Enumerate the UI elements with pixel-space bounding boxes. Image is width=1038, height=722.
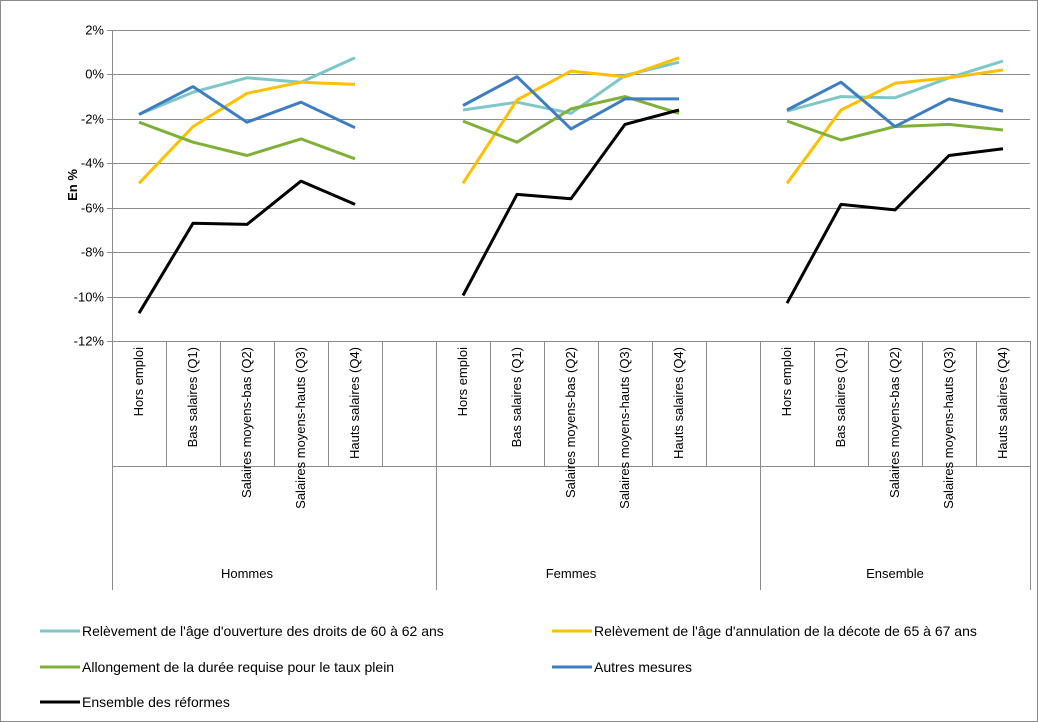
y-tick-label: -6% xyxy=(81,201,105,216)
x-tick-label: Salaires moyens-bas (Q2) xyxy=(563,347,578,498)
x-tick-label: Hors emploi xyxy=(779,347,794,416)
y-tick-label: 2% xyxy=(85,23,104,38)
y-tick-label: -12% xyxy=(74,334,105,349)
x-tick-label: Hauts salaires (Q4) xyxy=(995,347,1010,459)
series-line xyxy=(138,85,356,130)
x-tick-label: Hauts salaires (Q4) xyxy=(347,347,362,459)
group-label: Femmes xyxy=(546,566,597,581)
axis-layer: 2% 0% -2% -4% -6% -8% -10% -12% Hors emploi Bas s… xyxy=(74,23,1031,590)
series-line xyxy=(138,56,356,116)
x-tick-label: Salaires moyens-hauts (Q3) xyxy=(617,347,632,509)
legend-label: Relèvement de l'âge d'annulation de la d… xyxy=(594,623,977,639)
x-tick-label: Salaires moyens-bas (Q2) xyxy=(887,347,902,498)
legend-label: Relèvement de l'âge d'ouverture des droi… xyxy=(82,623,444,639)
x-tick-label: Salaires moyens-hauts (Q3) xyxy=(941,347,956,509)
series-line xyxy=(462,95,680,144)
y-tick-label: -2% xyxy=(81,112,105,127)
legend-label: Allongement de la durée requise pour le … xyxy=(82,659,394,675)
series-line xyxy=(461,56,680,185)
y-tick-label: -10% xyxy=(74,290,105,305)
x-tick-label: Hors emploi xyxy=(131,347,146,416)
series-line xyxy=(786,80,1004,129)
x-tick-label: Hors emploi xyxy=(455,347,470,416)
y-tick-label: -4% xyxy=(81,156,105,171)
x-tick-label: Salaires moyens-hauts (Q3) xyxy=(293,347,308,509)
x-tick-label: Bas salaires (Q1) xyxy=(509,347,524,447)
legend-label: Ensemble des réformes xyxy=(82,694,230,710)
x-tick-label: Bas salaires (Q1) xyxy=(833,347,848,447)
series-line xyxy=(785,147,1004,304)
series-line xyxy=(462,75,679,131)
series-line xyxy=(461,108,680,297)
series-line xyxy=(137,80,356,185)
x-tick-label: Salaires moyens-bas (Q2) xyxy=(239,347,254,498)
series-line xyxy=(137,179,356,314)
group-label: Ensemble xyxy=(866,566,924,581)
y-tick-label: -8% xyxy=(81,245,105,260)
x-tick-label: Hauts salaires (Q4) xyxy=(671,347,686,459)
legend: Relèvement de l'âge d'ouverture des droi… xyxy=(40,623,977,710)
y-tick-label: 0% xyxy=(85,67,104,82)
series-line xyxy=(138,120,356,161)
series-line xyxy=(786,59,1004,113)
group-label: Hommes xyxy=(221,566,274,581)
y-axis-label: En % xyxy=(65,169,80,201)
x-tick-label: Bas salaires (Q1) xyxy=(185,347,200,447)
legend-label: Autres mesures xyxy=(594,659,692,675)
series-layer xyxy=(137,56,1004,314)
